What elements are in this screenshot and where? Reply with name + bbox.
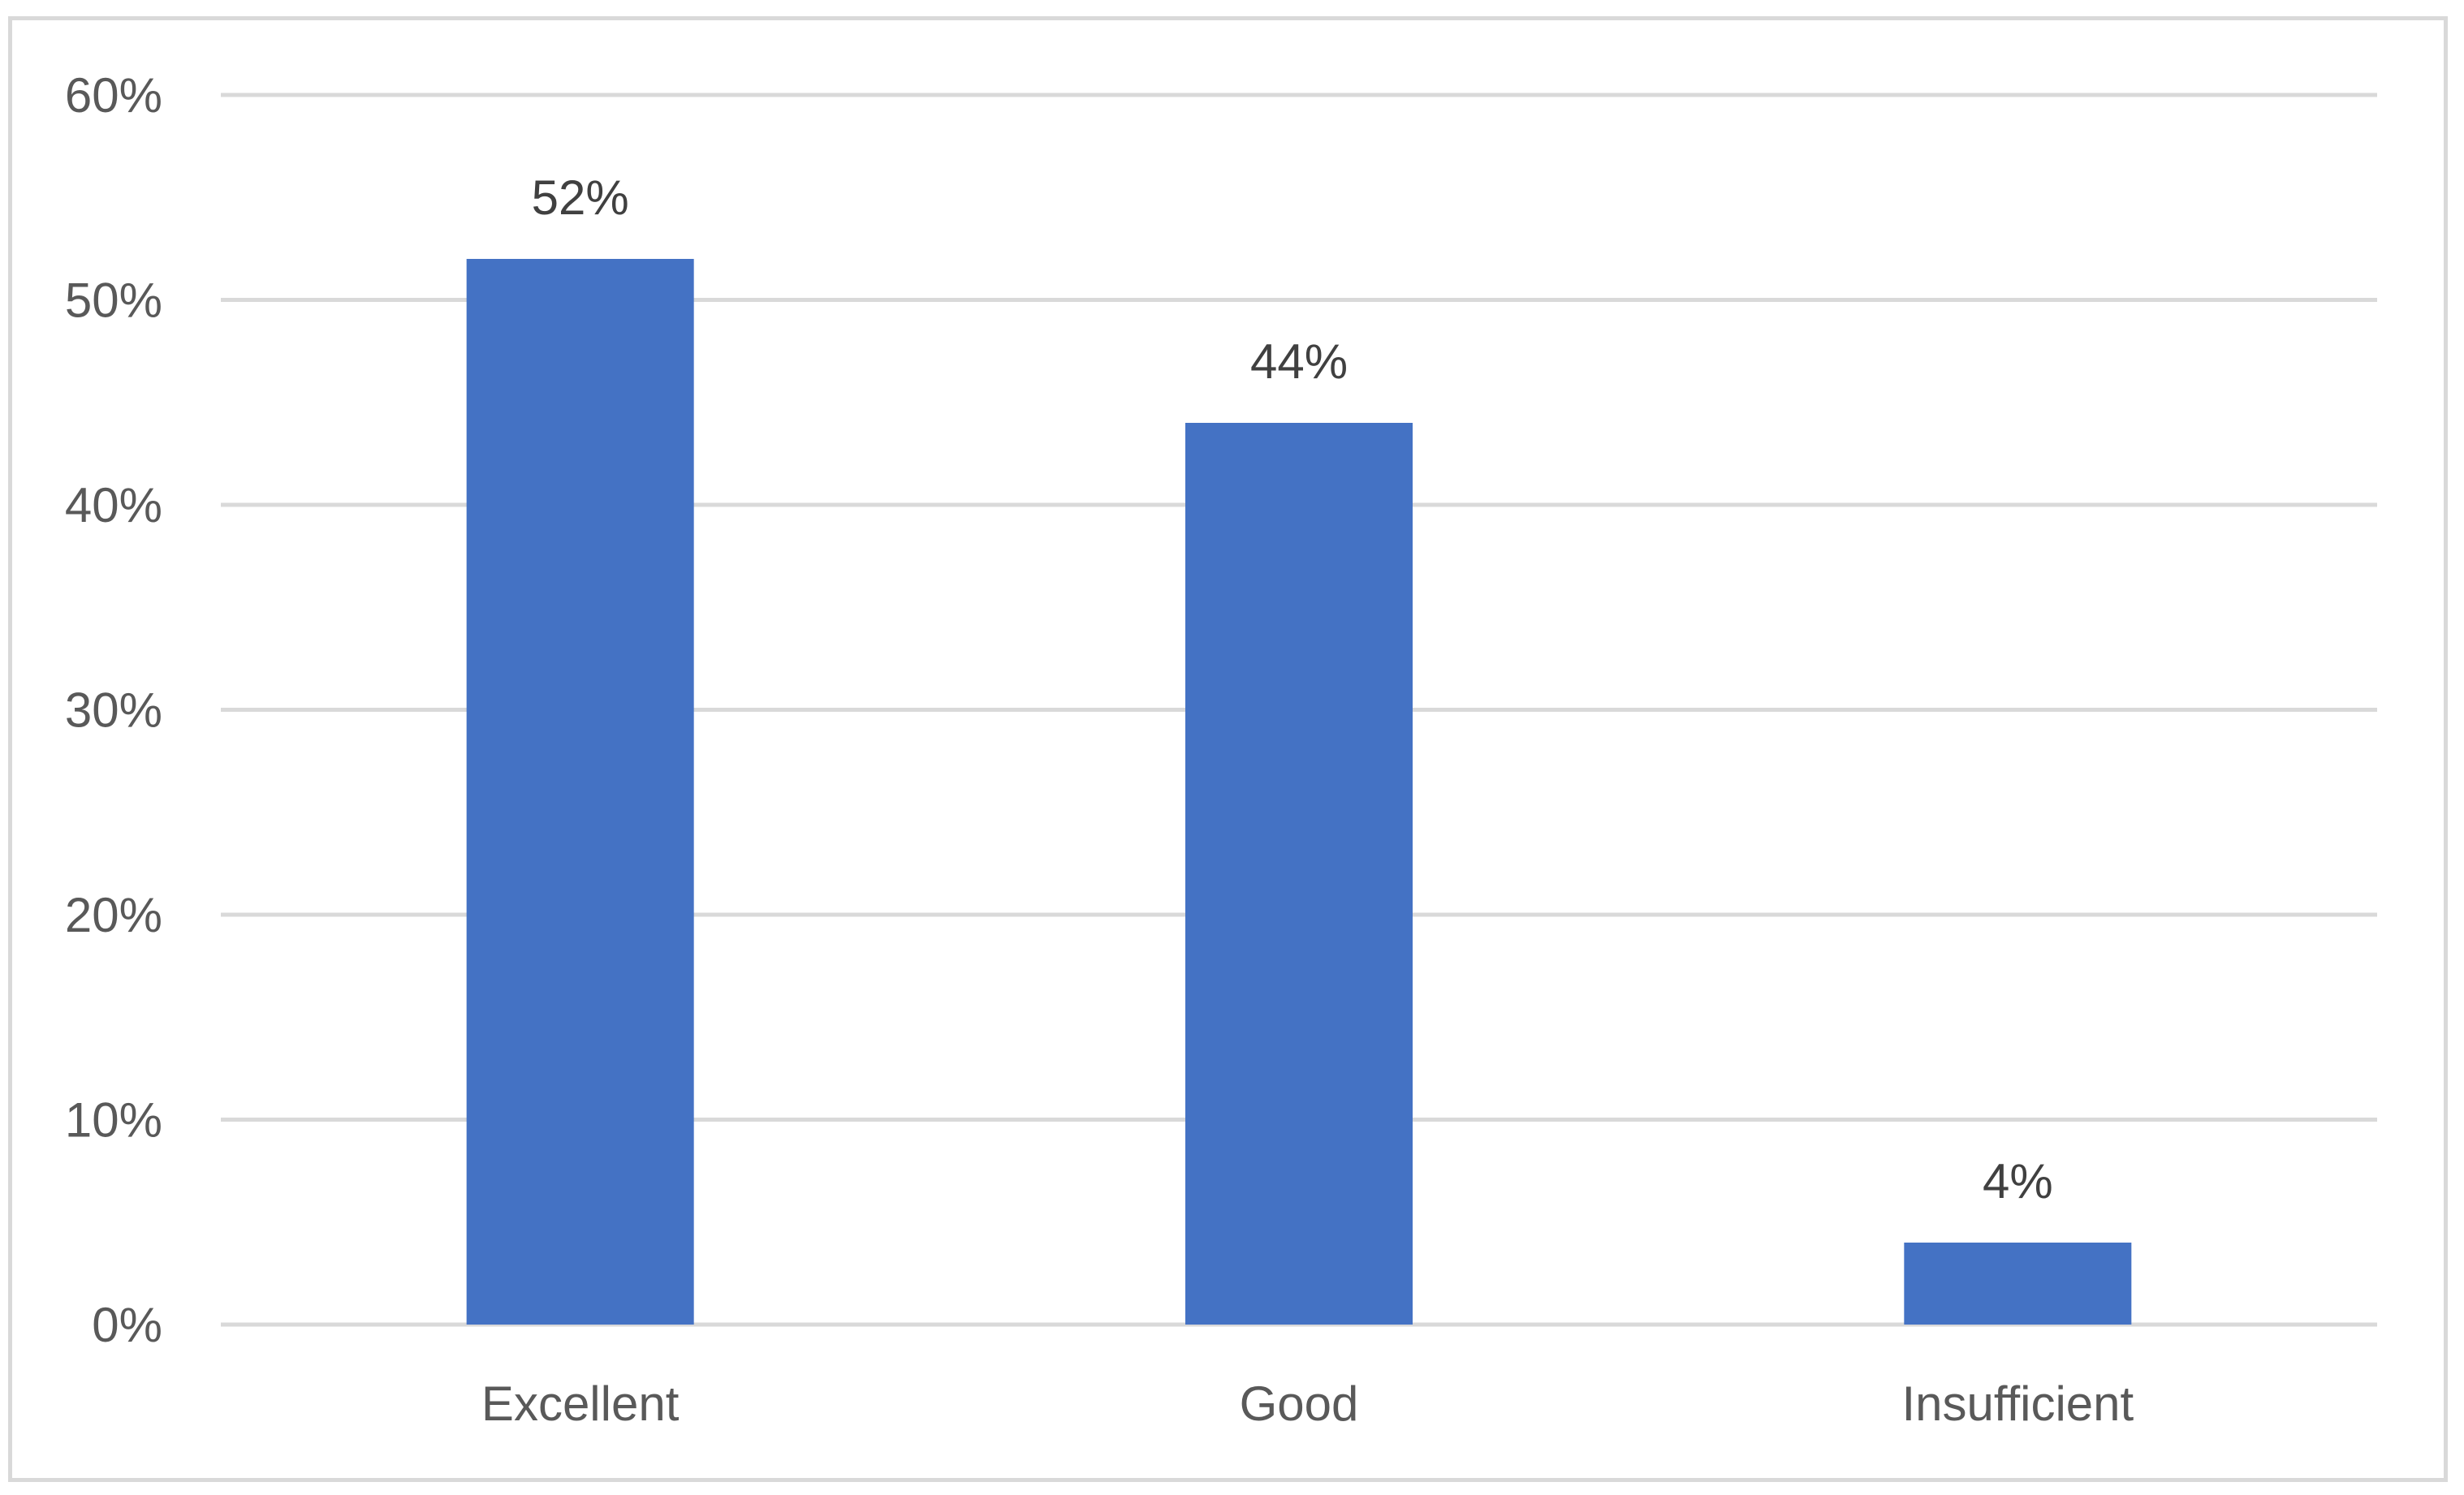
data-label-insufficient: 4% xyxy=(1983,1154,2053,1208)
bar-good xyxy=(1185,423,1413,1325)
y-tick-label: 30% xyxy=(65,683,162,738)
data-label-excellent: 52% xyxy=(532,170,629,225)
category-label-excellent: Excellent xyxy=(481,1377,680,1431)
category-label-good: Good xyxy=(1240,1377,1359,1431)
y-tick-label: 20% xyxy=(65,888,162,942)
category-label-insufficient: Insufficient xyxy=(1901,1377,2134,1431)
y-tick-label: 0% xyxy=(92,1298,162,1352)
y-axis-tick-labels: 0% 10% 20% 30% 40% 50% 60% xyxy=(65,68,162,1352)
bar-insufficient xyxy=(1904,1243,2132,1325)
y-tick-label: 40% xyxy=(65,478,162,532)
data-label-good: 44% xyxy=(1250,334,1348,389)
y-tick-label: 50% xyxy=(65,274,162,328)
data-labels: 52% 44% 4% xyxy=(532,170,2053,1208)
bar-excellent xyxy=(466,259,694,1325)
bars xyxy=(466,259,2132,1325)
y-tick-label: 60% xyxy=(65,68,162,123)
y-tick-label: 10% xyxy=(65,1093,162,1148)
x-axis-category-labels: Excellent Good Insufficient xyxy=(481,1377,2134,1431)
